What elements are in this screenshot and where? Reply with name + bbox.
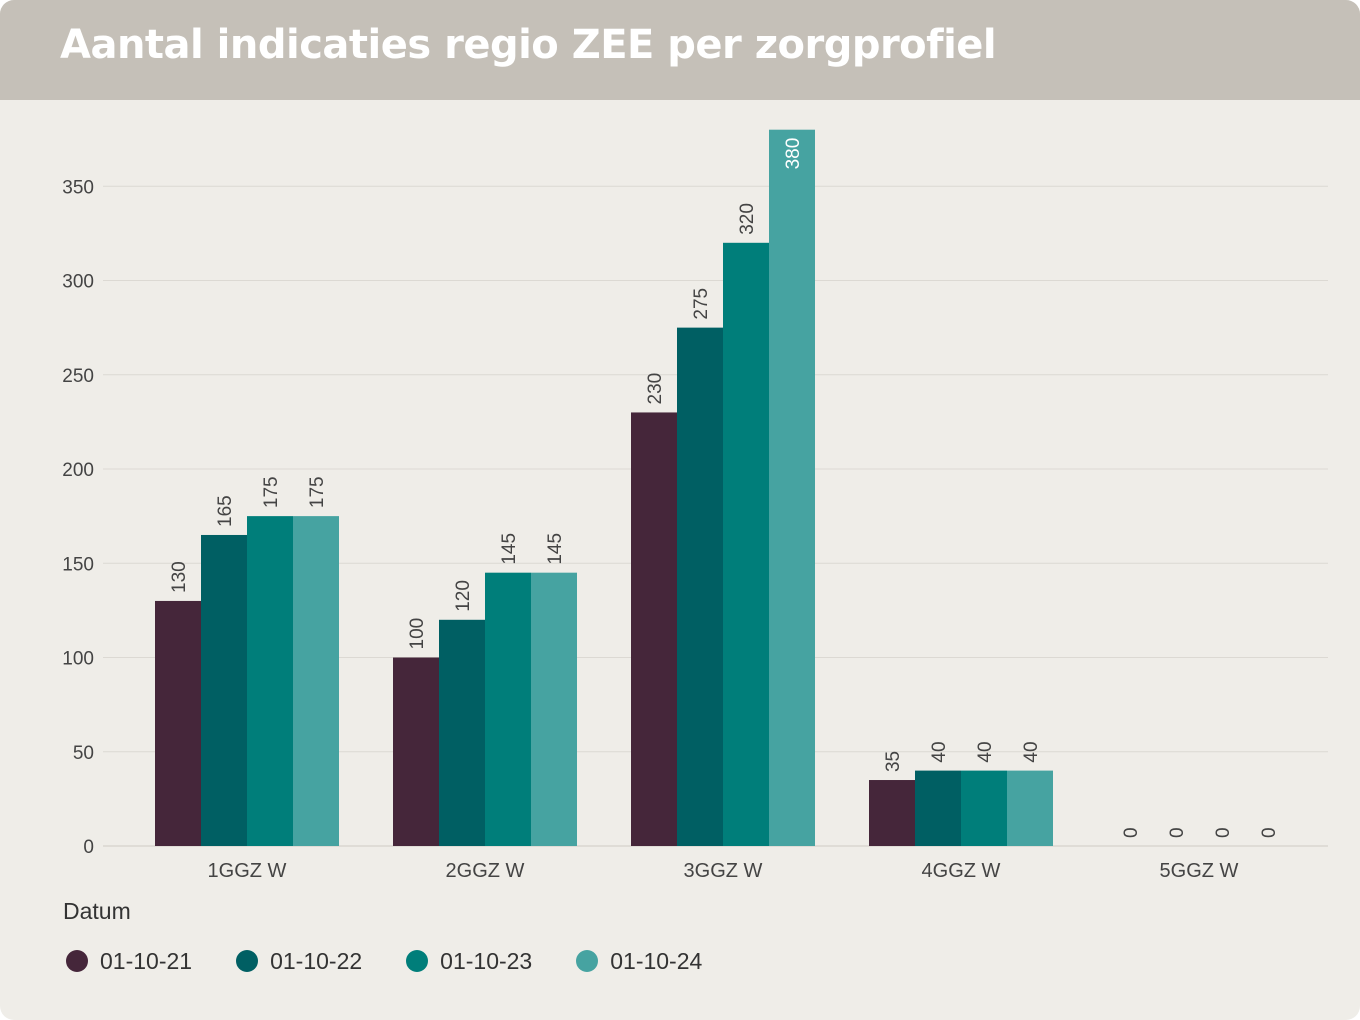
legend-swatch xyxy=(66,950,88,972)
y-tick-label: 0 xyxy=(83,837,94,858)
legend-item: 01-10-22 xyxy=(236,948,362,975)
data-label: 275 xyxy=(691,288,712,320)
data-label: 40 xyxy=(1021,741,1042,762)
y-tick-label: 200 xyxy=(62,460,94,481)
legend-item: 01-10-23 xyxy=(406,948,532,975)
x-tick-label: 5GGZ W xyxy=(1160,860,1239,882)
bar xyxy=(631,412,677,846)
legend-label: 01-10-22 xyxy=(270,947,363,974)
data-label: 100 xyxy=(407,618,428,650)
data-label: 130 xyxy=(169,561,190,593)
x-tick-label: 2GGZ W xyxy=(446,860,525,882)
legend-label: 01-10-23 xyxy=(440,947,533,974)
legend: 01-10-21 01-10-22 01-10-23 01-10-24 xyxy=(66,945,746,977)
bar xyxy=(723,242,769,847)
y-tick-label: 50 xyxy=(73,743,94,764)
bar xyxy=(393,657,439,846)
data-label: 230 xyxy=(645,373,666,405)
bar xyxy=(485,572,531,846)
bar xyxy=(915,770,961,846)
data-label: 40 xyxy=(975,741,996,762)
y-tick-label: 300 xyxy=(62,272,94,293)
data-label: 175 xyxy=(307,476,328,508)
y-tick-label: 350 xyxy=(62,177,94,198)
bar xyxy=(769,129,815,846)
data-label: 0 xyxy=(1213,827,1234,838)
bar xyxy=(155,600,201,846)
legend-label: 01-10-21 xyxy=(100,947,193,974)
title-bar: Aantal indicaties regio ZEE per zorgprof… xyxy=(0,0,1360,100)
bar xyxy=(961,770,1007,846)
data-label: 0 xyxy=(1167,827,1188,838)
x-tick-label: 3GGZ W xyxy=(684,860,763,882)
x-tick-label: 4GGZ W xyxy=(922,860,1001,882)
y-tick-label: 150 xyxy=(62,554,94,575)
bar xyxy=(293,516,339,846)
bar xyxy=(201,534,247,846)
legend-swatch xyxy=(406,950,429,972)
data-label: 40 xyxy=(929,741,950,762)
data-label: 120 xyxy=(453,580,474,612)
bar xyxy=(439,619,485,846)
y-tick-label: 250 xyxy=(62,366,94,387)
legend-title: Datum xyxy=(63,898,131,924)
data-label: 145 xyxy=(545,533,566,565)
data-label: 0 xyxy=(1121,827,1142,838)
bar xyxy=(1007,770,1053,846)
bar xyxy=(677,327,723,846)
x-tick-label: 1GGZ W xyxy=(208,860,287,882)
bar xyxy=(247,516,293,846)
data-label: 165 xyxy=(215,495,236,527)
legend-item: 01-10-21 xyxy=(66,948,192,975)
legend-swatch xyxy=(576,950,599,972)
data-label: 320 xyxy=(737,203,758,235)
data-label: 145 xyxy=(499,533,520,565)
bar xyxy=(869,780,915,846)
data-label: 380 xyxy=(783,138,804,170)
data-label: 175 xyxy=(261,476,282,508)
y-tick-label: 100 xyxy=(62,649,94,670)
legend-label: 01-10-24 xyxy=(610,947,703,974)
data-label: 0 xyxy=(1259,827,1280,838)
bar xyxy=(531,572,577,846)
chart-title: Aantal indicaties regio ZEE per zorgprof… xyxy=(60,22,997,68)
legend-item: 01-10-24 xyxy=(576,948,702,975)
legend-swatch xyxy=(236,950,259,972)
data-label: 35 xyxy=(883,751,904,772)
